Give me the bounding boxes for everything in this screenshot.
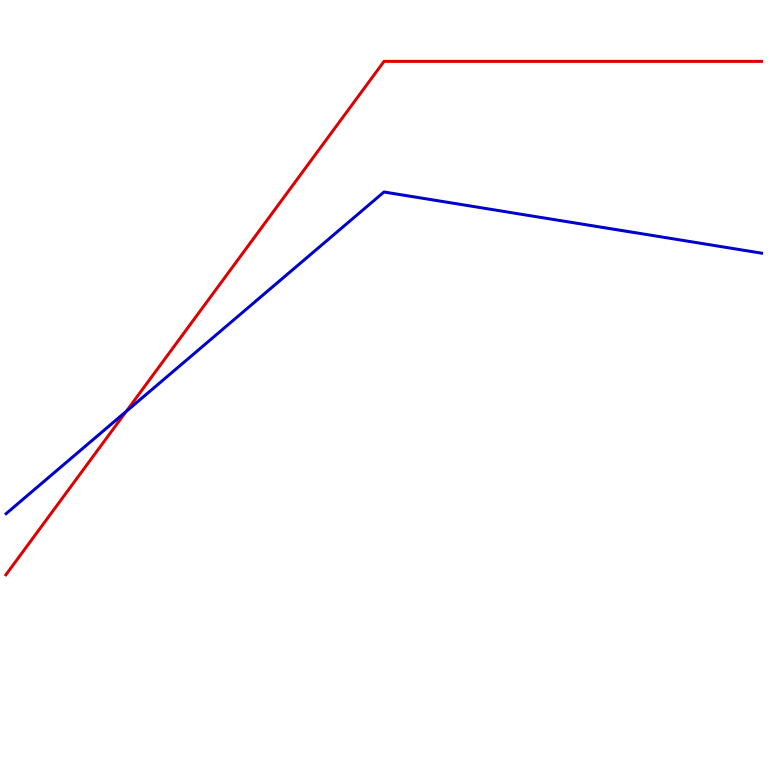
series-line-1 [3,59,763,577]
series-line-2 [4,190,764,516]
